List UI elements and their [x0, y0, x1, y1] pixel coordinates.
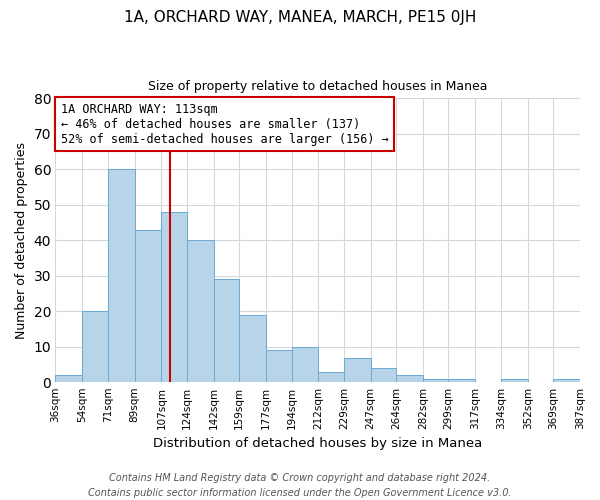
Bar: [187, 240, 214, 382]
Text: 1A ORCHARD WAY: 113sqm
← 46% of detached houses are smaller (137)
52% of semi-de: 1A ORCHARD WAY: 113sqm ← 46% of detached…: [61, 102, 388, 146]
Y-axis label: Number of detached properties: Number of detached properties: [15, 142, 28, 339]
Bar: [214, 280, 239, 382]
Text: Contains HM Land Registry data © Crown copyright and database right 2024.
Contai: Contains HM Land Registry data © Crown c…: [88, 472, 512, 498]
Bar: [344, 358, 371, 382]
Bar: [239, 315, 266, 382]
Bar: [501, 379, 527, 382]
Bar: [396, 376, 423, 382]
X-axis label: Distribution of detached houses by size in Manea: Distribution of detached houses by size …: [153, 437, 482, 450]
Bar: [423, 379, 448, 382]
Bar: [55, 376, 82, 382]
Bar: [266, 350, 292, 382]
Bar: [134, 230, 161, 382]
Bar: [292, 347, 319, 382]
Bar: [448, 379, 475, 382]
Bar: [553, 379, 580, 382]
Bar: [107, 170, 134, 382]
Bar: [371, 368, 396, 382]
Text: 1A, ORCHARD WAY, MANEA, MARCH, PE15 0JH: 1A, ORCHARD WAY, MANEA, MARCH, PE15 0JH: [124, 10, 476, 25]
Bar: [161, 212, 187, 382]
Title: Size of property relative to detached houses in Manea: Size of property relative to detached ho…: [148, 80, 487, 93]
Bar: [82, 312, 107, 382]
Bar: [319, 372, 344, 382]
